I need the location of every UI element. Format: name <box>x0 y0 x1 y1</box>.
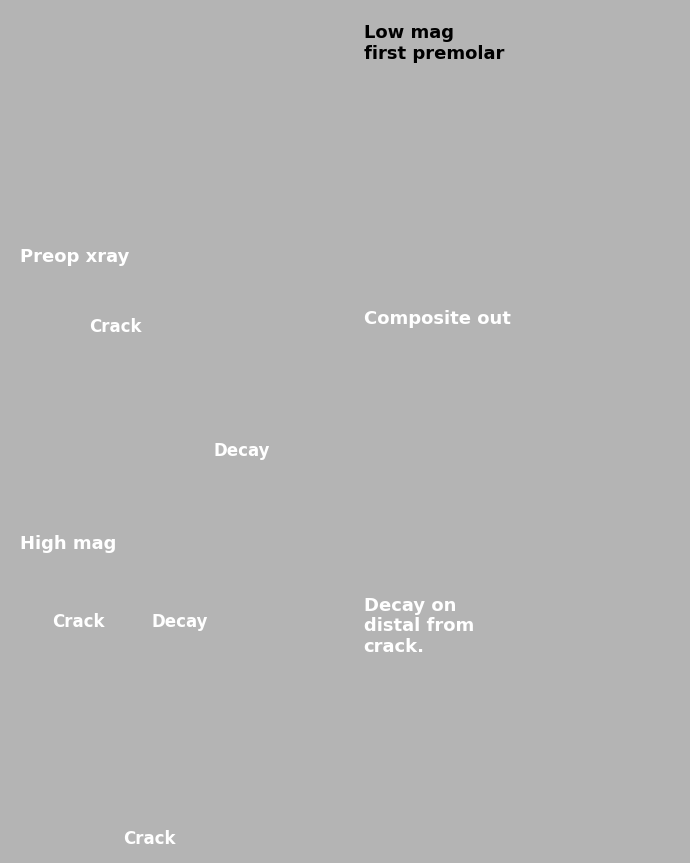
Text: High mag: High mag <box>21 535 117 552</box>
Text: Crack: Crack <box>124 830 176 848</box>
Text: Decay: Decay <box>213 442 270 460</box>
Text: Low mag
first premolar: Low mag first premolar <box>364 24 504 63</box>
Text: Crack: Crack <box>89 318 142 337</box>
Text: Composite out: Composite out <box>364 311 511 328</box>
Text: Preop xray: Preop xray <box>21 249 130 267</box>
Text: Crack: Crack <box>52 613 104 631</box>
Text: Decay on
distal from
crack.: Decay on distal from crack. <box>364 596 474 656</box>
Text: Decay: Decay <box>152 613 208 631</box>
